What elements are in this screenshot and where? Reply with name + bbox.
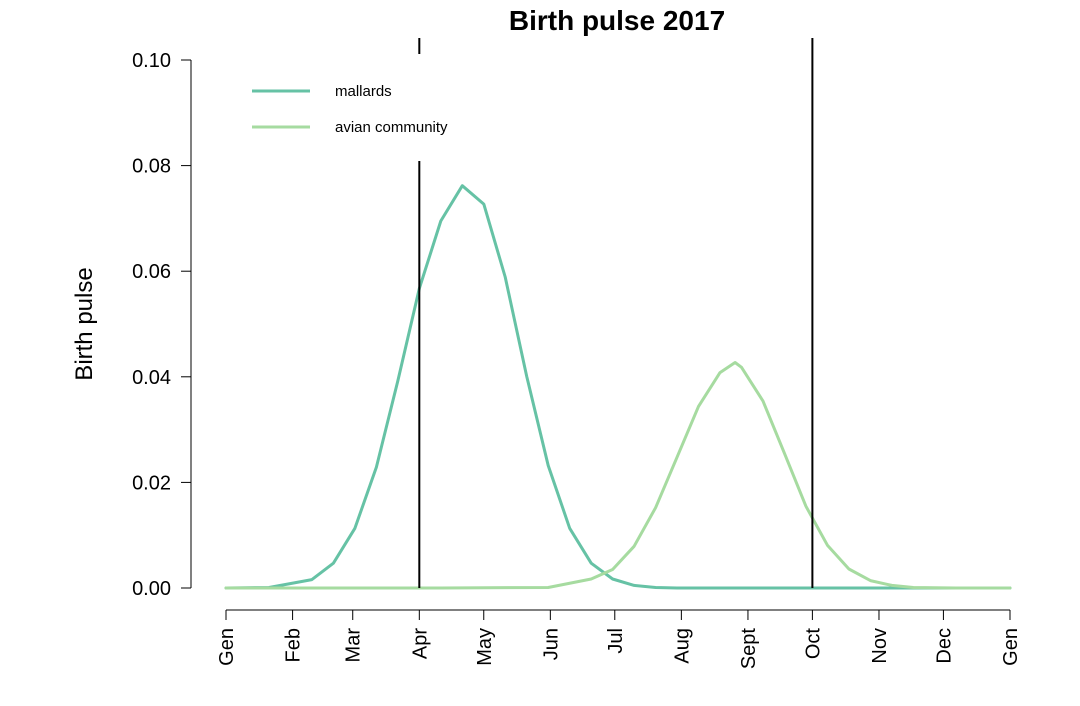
legend-label: avian community — [335, 119, 448, 136]
reference-lines — [418, 38, 814, 588]
y-tick-label: 0.06 — [132, 261, 171, 283]
y-tick-label: 0.02 — [132, 472, 171, 494]
chart-title: Birth pulse 2017 — [509, 5, 725, 36]
legend: mallards avian community — [226, 72, 474, 158]
x-tick-label: May — [474, 628, 496, 666]
y-tick-label: 0.08 — [132, 156, 171, 178]
y-tick-label: 0.00 — [132, 578, 171, 600]
y-tick-label: 0.10 — [132, 50, 171, 72]
x-tick-label: Nov — [869, 628, 891, 664]
x-tick-label: Gen — [1000, 628, 1022, 666]
x-tick-label: Gen — [216, 628, 238, 666]
y-axis: 0.00 0.02 0.04 0.06 0.08 0.10 — [132, 50, 192, 600]
x-axis: Gen Feb Mar Apr May Jun Jul Aug Sept Oct Nov Dec Gen — [216, 609, 1022, 670]
series-line-2 — [224, 361, 1012, 590]
y-axis-label: Birth pulse — [71, 267, 98, 380]
x-tick-label: Jul — [605, 628, 627, 654]
x-tick-label: Jun — [540, 628, 562, 660]
series-line-1 — [224, 184, 1012, 590]
x-tick-label: Mar — [343, 628, 365, 663]
y-tick-label: 0.04 — [132, 367, 171, 389]
x-tick-label: Sept — [738, 628, 760, 670]
x-tick-label: Aug — [671, 628, 693, 664]
legend-label: mallards — [335, 83, 392, 100]
x-tick-label: Feb — [283, 628, 305, 662]
x-tick-label: Apr — [409, 628, 431, 659]
x-tick-label: Oct — [802, 628, 824, 660]
series-layer — [224, 184, 1012, 590]
x-tick-label: Dec — [933, 628, 955, 664]
legend-background — [226, 72, 474, 158]
